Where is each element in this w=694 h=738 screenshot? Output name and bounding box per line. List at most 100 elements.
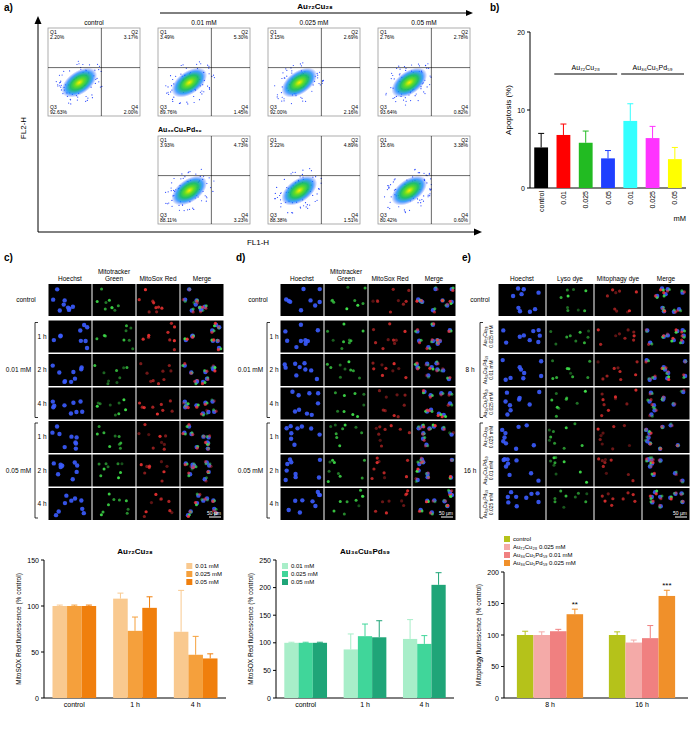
cell-signal bbox=[586, 336, 589, 339]
figure: a)FL2-HFL1-HAu₇₂Cu₂₈control0.01 mM0.025 … bbox=[0, 0, 694, 738]
event-dot bbox=[390, 87, 391, 88]
cell-signal bbox=[100, 288, 103, 291]
cell-signal bbox=[194, 445, 198, 449]
quadrant-value: 5.30% bbox=[234, 34, 249, 40]
cell-signal bbox=[150, 501, 153, 504]
text-line: Mitotracker bbox=[330, 268, 363, 275]
cell-signal bbox=[73, 460, 77, 464]
cell-signal bbox=[344, 424, 347, 427]
cell-signal bbox=[341, 427, 344, 430]
event-dot bbox=[194, 102, 195, 103]
micrograph-bg bbox=[281, 421, 324, 453]
cell-signal bbox=[201, 305, 204, 308]
cell-signal bbox=[157, 382, 160, 385]
error-cap bbox=[650, 126, 656, 127]
cell-signal bbox=[85, 346, 89, 350]
cell-signal bbox=[420, 456, 423, 459]
event-dot bbox=[416, 93, 417, 94]
event-dot bbox=[427, 63, 428, 64]
event-dot bbox=[301, 65, 302, 66]
cell-signal bbox=[157, 305, 160, 308]
cell-signal bbox=[151, 300, 154, 303]
cell-signal bbox=[353, 299, 356, 302]
cell-signal bbox=[205, 476, 208, 479]
error-stem bbox=[410, 620, 411, 639]
cell-signal bbox=[138, 298, 141, 301]
event-dot bbox=[311, 170, 312, 171]
cell-signal bbox=[676, 309, 679, 312]
micrograph bbox=[325, 321, 368, 353]
cell-signal bbox=[301, 287, 305, 291]
cell-signal bbox=[190, 463, 194, 467]
event-dot bbox=[419, 172, 420, 173]
legend-label: 0.05 mM bbox=[195, 579, 218, 585]
cell-signal bbox=[407, 289, 410, 292]
cell-signal bbox=[504, 340, 508, 344]
quadrant-value: 5.22% bbox=[270, 142, 285, 148]
cell-signal bbox=[395, 339, 398, 342]
cell-signal bbox=[298, 365, 302, 369]
error-cap bbox=[207, 653, 213, 654]
micrograph-bg bbox=[181, 455, 224, 487]
cell-signal bbox=[348, 341, 351, 344]
cell-signal bbox=[346, 286, 349, 289]
event-dot bbox=[428, 196, 429, 197]
marks bbox=[52, 590, 217, 698]
cell-signal bbox=[104, 335, 107, 338]
bar bbox=[358, 636, 372, 698]
micrograph-bg bbox=[93, 455, 136, 487]
cell-signal bbox=[204, 479, 207, 482]
micrograph bbox=[93, 455, 136, 487]
cell-signal bbox=[342, 323, 345, 326]
micrograph-bg bbox=[595, 321, 642, 353]
quadrant-line bbox=[431, 136, 432, 224]
event-dot bbox=[189, 209, 190, 210]
error-cap bbox=[348, 633, 354, 634]
bar-chart: 050100150200250control1 h4 hMitoSOX Red … bbox=[247, 547, 454, 708]
micrograph bbox=[413, 388, 456, 420]
event-dot bbox=[300, 207, 301, 208]
cell-signal bbox=[632, 330, 635, 333]
cell-signal bbox=[187, 474, 190, 477]
cell-signal bbox=[665, 376, 669, 380]
event-dot bbox=[284, 179, 285, 180]
micrograph-bg bbox=[325, 488, 368, 520]
cell-signal bbox=[584, 289, 587, 292]
cell-signal bbox=[425, 499, 429, 503]
cell-signal bbox=[403, 404, 406, 407]
cell-signal bbox=[419, 427, 422, 430]
event-dot bbox=[60, 82, 61, 83]
cell-signal bbox=[405, 492, 408, 495]
cell-signal bbox=[397, 367, 400, 370]
cell-signal bbox=[662, 367, 665, 370]
cell-signal bbox=[516, 286, 520, 290]
micrograph bbox=[49, 388, 92, 420]
event-dot bbox=[292, 172, 293, 173]
y-axis bbox=[276, 560, 277, 698]
cell-signal bbox=[217, 339, 220, 342]
micrograph-bg bbox=[413, 455, 456, 487]
text-line: 0.01 mM bbox=[488, 360, 494, 379]
cell-signal bbox=[663, 294, 666, 297]
cell-signal bbox=[425, 347, 428, 350]
cell-signal bbox=[163, 443, 166, 446]
category-label: 0.025 bbox=[582, 191, 589, 209]
cell-signal bbox=[316, 328, 320, 332]
cell-signal bbox=[682, 388, 685, 391]
tick-label: 50 bbox=[31, 649, 39, 656]
cell-signal bbox=[115, 369, 118, 372]
event-dot bbox=[60, 87, 61, 88]
cell-signal bbox=[339, 376, 342, 379]
cell-signal bbox=[387, 500, 390, 503]
error-bar bbox=[317, 642, 323, 644]
cell-signal bbox=[377, 433, 380, 436]
event-dot bbox=[170, 75, 171, 76]
cell-signal bbox=[379, 439, 382, 442]
text-line: Green bbox=[337, 275, 355, 282]
event-dot bbox=[399, 73, 400, 74]
cell-signal bbox=[436, 338, 439, 341]
cell-signal bbox=[425, 472, 429, 476]
cell-signal bbox=[682, 373, 685, 376]
quadrant-value: 15.6% bbox=[380, 142, 395, 148]
cell-signal bbox=[294, 345, 298, 349]
